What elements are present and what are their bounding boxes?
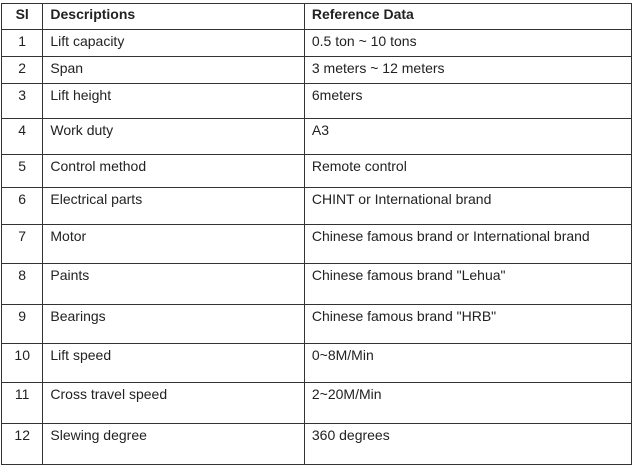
table-row: 12 Slewing degree 360 degrees [0, 423, 633, 465]
table-row: 5 Control method Remote control [0, 154, 633, 188]
header-sl: Sl [0, 3, 44, 30]
header-descriptions: Descriptions [42, 3, 305, 30]
table-row: 9 Bearings Chinese famous brand "HRB" [0, 304, 633, 344]
cell-sl: 4 [0, 118, 44, 155]
table-row: 2 Span 3 meters ~ 12 meters [0, 56, 633, 84]
cell-reference-data: Chinese famous brand "Lehua" [303, 263, 633, 305]
cell-description: Lift capacity [42, 29, 305, 57]
cell-description: Work duty [42, 118, 305, 155]
table-row: 4 Work duty A3 [0, 118, 633, 155]
cell-reference-data: 360 degrees [303, 423, 633, 465]
cell-reference-data: Chinese famous brand or International br… [303, 224, 633, 264]
cell-description: Cross travel speed [42, 382, 305, 424]
cell-description: Paints [42, 263, 305, 305]
table-row: 7 Motor Chinese famous brand or Internatio… [0, 224, 633, 264]
cell-reference-data: 2~20M/Min [303, 382, 633, 424]
cell-description: Slewing degree [42, 423, 305, 465]
header-row: Sl Descriptions Reference Data [0, 3, 633, 30]
cell-description: Motor [42, 224, 305, 264]
cell-sl: 5 [0, 154, 44, 188]
cell-sl: 7 [0, 224, 44, 264]
cell-description: Control method [42, 154, 305, 188]
cell-reference-data: 0.5 ton ~ 10 tons [303, 29, 633, 57]
header-reference-data: Reference Data [303, 3, 633, 30]
table-row: 6 Electrical parts CHINT or International … [0, 187, 633, 225]
cell-description: Lift height [42, 83, 305, 119]
cell-sl: 3 [0, 83, 44, 119]
cell-description: Span [42, 56, 305, 84]
cell-sl: 12 [0, 423, 44, 465]
table-row: 8 Paints Chinese famous brand "Lehua" [0, 263, 633, 305]
specifications-table: Sl Descriptions Reference Data 1 Lift cap… [0, 3, 633, 465]
table-row: 1 Lift capacity 0.5 ton ~ 10 tons [0, 29, 633, 57]
cell-sl: 2 [0, 56, 44, 84]
cell-sl: 9 [0, 304, 44, 344]
cell-reference-data: CHINT or International brand [303, 187, 633, 225]
cell-reference-data: 6meters [303, 83, 633, 119]
table-row: 3 Lift height 6meters [0, 83, 633, 119]
cell-reference-data: 3 meters ~ 12 meters [303, 56, 633, 84]
table-row: 10 Lift speed 0~8M/Min [0, 343, 633, 383]
cell-sl: 8 [0, 263, 44, 305]
cell-description: Bearings [42, 304, 305, 344]
cell-description: Lift speed [42, 343, 305, 383]
cell-reference-data: 0~8M/Min [303, 343, 633, 383]
cell-sl: 1 [0, 29, 44, 57]
cell-reference-data: A3 [303, 118, 633, 155]
cell-reference-data: Chinese famous brand "HRB" [303, 304, 633, 344]
cell-reference-data: Remote control [303, 154, 633, 188]
cell-sl: 6 [0, 187, 44, 225]
table-row: 11 Cross travel speed 2~20M/Min [0, 382, 633, 424]
cell-description: Electrical parts [42, 187, 305, 225]
cell-sl: 11 [0, 382, 44, 424]
cell-sl: 10 [0, 343, 44, 383]
